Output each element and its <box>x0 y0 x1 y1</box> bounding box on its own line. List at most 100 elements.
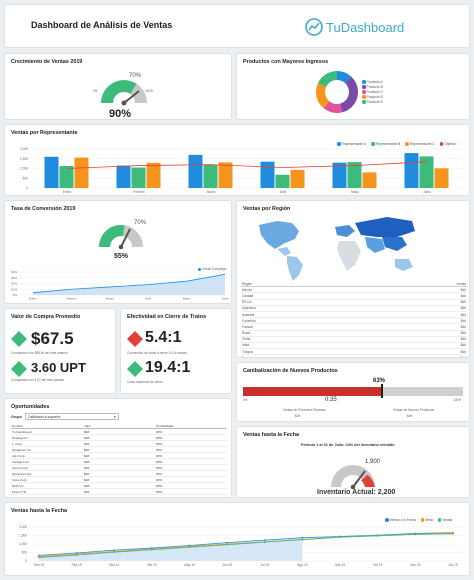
table-row[interactable]: Stoneshot Ltd $## ##% <box>11 470 227 477</box>
legend-item: Representante B <box>371 142 400 146</box>
legend-swatch <box>337 142 341 146</box>
effectiveness-sub-2: Costo esperado de cierre <box>127 380 163 384</box>
group-filter-label: Grupo <box>11 414 22 419</box>
bar <box>59 165 74 188</box>
y-tick-label: 1,500 <box>19 534 27 538</box>
data-point <box>38 556 40 559</box>
table-cell: Colombia <box>241 317 371 325</box>
effectiveness-sub-1: Conversión de leads a cierre: 5.4 a mese… <box>127 351 187 355</box>
to-date-title: Ventas hasta la Fecha <box>243 432 300 438</box>
rep-legend: Representante A Representante B Representa… <box>337 142 456 146</box>
bar <box>203 164 218 188</box>
table-row[interactable]: Allo Corp $## ##% <box>11 452 227 459</box>
legend-swatch <box>362 90 366 94</box>
table-cell: Tu Dashboard <box>11 428 83 435</box>
legend-label: Representante B <box>375 142 401 146</box>
table-cell: $## <box>370 336 467 343</box>
table-cell: China <box>241 336 371 343</box>
products-card: Productos con Mayores Ingresos Producto … <box>236 53 470 120</box>
purchase-sub-2: Comparado con 4.07 del mes pasado <box>11 378 65 382</box>
table-cell: $## <box>370 342 467 350</box>
table-total-cell: ##% <box>156 495 163 498</box>
cannibal-axis-right: 100% <box>453 398 462 402</box>
table-row: Rusia $## <box>241 330 467 337</box>
legend-label: Meta <box>425 518 433 522</box>
table-row[interactable]: L. Corp $## ##% <box>11 440 227 447</box>
table-row[interactable]: Strategi Inc $## ##% <box>11 434 227 441</box>
purchase-value-1: $67.5 <box>31 329 74 348</box>
x-tick-label: Enero <box>29 297 37 301</box>
y-tick-label: 500 <box>23 176 29 180</box>
page-title: Dashboard de Análisis de Ventas <box>31 20 173 30</box>
conversion-chart: 40% 30% 20%10% 0% Enero Febrero Marzo Abril Mayo… <box>11 270 229 301</box>
legend-item: Producto A <box>362 80 383 84</box>
table-row[interactable]: Quigames Inc $## ##% <box>11 446 227 453</box>
table-row[interactable]: Ventajo LLC $## ##% <box>11 458 227 465</box>
growth-max: 110% <box>145 89 153 93</box>
legend-swatch <box>405 142 409 146</box>
table-row: Francia $## <box>241 323 467 331</box>
table-cell: India <box>241 342 371 350</box>
table-row[interactable]: Finnc LTD $## ##% <box>11 488 227 495</box>
series-line <box>32 273 226 294</box>
bar <box>131 167 146 188</box>
table-cell: Stoneshot Ltd <box>11 470 83 477</box>
sales-line-legend: Ventas a la Fecha Meta Ventas <box>385 518 452 522</box>
x-tick-label: Junio <box>221 297 229 301</box>
table-row[interactable]: Inora Corp $## ##% <box>11 476 227 483</box>
x-tick-label: Junio <box>423 190 431 194</box>
to-date-subtitle: Periodo 1 al 31 de Julio: 24% del invent… <box>301 443 395 447</box>
bar <box>260 161 275 188</box>
data-point <box>75 554 78 556</box>
table-row[interactable]: Jonno Corp $## ##% <box>11 464 227 471</box>
group-select[interactable]: Calificado a superior ▾ <box>24 413 119 420</box>
table-cell: $## <box>83 452 155 459</box>
y-tick-label: 1,500 <box>20 157 28 161</box>
legend-swatch <box>362 95 366 99</box>
data-point <box>151 548 153 551</box>
data-point <box>113 549 116 552</box>
table-row[interactable]: RNC Inc $## ##% <box>11 482 227 489</box>
legend-swatch <box>385 518 389 522</box>
y-tick-label: 10% <box>11 287 17 291</box>
x-tick-label: Oct 19 <box>373 563 383 567</box>
column-header[interactable]: Nombre <box>11 423 83 429</box>
x-tick-label: Ago 19 <box>297 563 307 567</box>
growth-title: Crecimiento de Ventas 2019 <box>11 59 83 65</box>
data-point <box>301 536 304 539</box>
legend-label: Producto E <box>366 100 383 104</box>
up-diamond-icon <box>127 361 143 377</box>
column-header[interactable]: Valor <box>83 423 155 429</box>
data-point <box>376 534 379 537</box>
opportunities-title: Oportunidades <box>11 404 50 410</box>
data-point <box>226 543 229 546</box>
column-header[interactable]: Probabilidad <box>155 423 227 429</box>
table-row[interactable]: Tu Dashboard $## ##% <box>11 428 227 435</box>
y-tick-label: 0 <box>25 559 27 563</box>
cannibal-track <box>243 387 463 396</box>
table-total-cell <box>11 495 83 498</box>
y-tick-label: 40% <box>11 270 17 274</box>
y-tick-label: 1,000 <box>20 167 28 171</box>
legend-item: Producto E <box>362 100 383 104</box>
table-row: India $## <box>241 342 467 350</box>
conversion-value: 55% <box>114 253 129 260</box>
group-filter: Grupo Calificado a superior ▾ <box>11 413 119 420</box>
rep-chart: 2,000 1,500 1,000 500 0 Enero Febrero Marzo Abri… <box>20 147 463 194</box>
x-tick-label: Febrero <box>133 190 144 194</box>
legend-label: Objetivo <box>444 142 457 146</box>
x-tick-label: Jul 19 <box>261 563 270 567</box>
to-date-card: Ventas hasta la Fecha Periodo 1 al 31 de… <box>236 426 470 498</box>
table-cell: Francia <box>241 323 371 331</box>
table-cell: Turquía <box>241 348 371 356</box>
target-line <box>66 161 428 169</box>
y-tick-label: 0 <box>26 186 28 190</box>
x-tick-label: May 19 <box>184 563 195 567</box>
data-point <box>339 536 341 539</box>
y-tick-label: 500 <box>22 551 28 555</box>
table-cell: Quigames Inc <box>11 446 83 453</box>
conversion-gauge <box>99 225 143 250</box>
x-tick-label: Abr 19 <box>147 563 157 567</box>
x-tick-label: Febrero <box>66 297 77 301</box>
legend-swatch <box>362 85 366 89</box>
